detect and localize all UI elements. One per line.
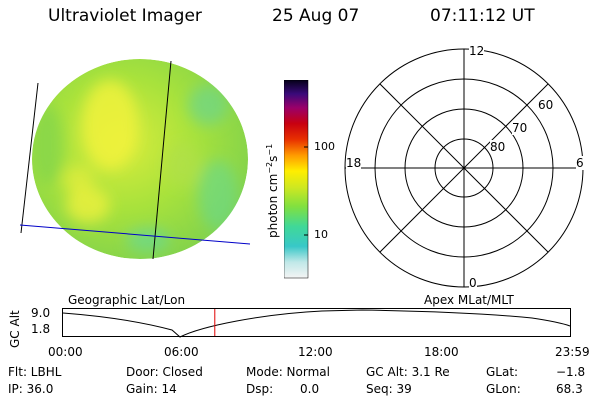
- altitude-y-bottom: 1.8: [31, 322, 51, 336]
- geographic-label: Geographic Lat/Lon: [68, 293, 186, 307]
- apex-label: Apex MLat/MLT: [424, 293, 514, 307]
- altitude-y-top: 9.0: [31, 306, 51, 320]
- color-scale-bar: [284, 80, 309, 279]
- geo-line-left: [20, 82, 39, 234]
- uv-image: [19, 59, 251, 260]
- polar-plot: [344, 48, 584, 288]
- info-gain: Gain: 14: [126, 382, 177, 396]
- header-date: 25 Aug 07: [272, 6, 360, 26]
- info-dsp-value: 0.0: [300, 382, 320, 396]
- time-tick-0000: 00:00: [48, 345, 83, 359]
- colorbar-label: photon cm−2s−1: [265, 143, 280, 238]
- app-title: Ultraviolet Imager: [48, 6, 202, 26]
- header-time: 07:11:12 UT: [430, 6, 535, 26]
- info-door: Door: Closed: [126, 365, 203, 379]
- colorbar-tick-10: 10: [314, 228, 328, 241]
- info-seq: Seq: 39: [366, 382, 412, 396]
- polar-label-18: 18: [346, 156, 362, 170]
- info-gc-alt: GC Alt: 3.1 Re: [366, 365, 450, 379]
- info-mode: Mode: Normal: [246, 365, 330, 379]
- time-tick-1200: 12:00: [298, 345, 333, 359]
- info-glon-label: GLon:: [486, 382, 521, 396]
- altitude-axis-label: GC Alt: [8, 310, 22, 348]
- info-flt: Flt: LBHL: [8, 365, 62, 379]
- time-tick-0600: 06:00: [164, 345, 199, 359]
- altitude-curve: [62, 309, 571, 338]
- polar-label-70: 70: [512, 121, 528, 135]
- info-glat-value: −1.8: [556, 365, 586, 379]
- polar-label-60: 60: [538, 98, 554, 112]
- altitude-plot: [62, 308, 571, 338]
- polar-label-6: 6: [576, 156, 584, 170]
- polar-label-80: 80: [490, 140, 506, 154]
- time-tick-1800: 18:00: [424, 345, 459, 359]
- colorbar-tick-100: 100: [314, 140, 335, 153]
- time-tick-2359: 23:59: [555, 345, 590, 359]
- geo-line-right: [152, 60, 172, 260]
- polar-label-0: 0: [469, 276, 477, 290]
- info-ip: IP: 36.0: [8, 382, 54, 396]
- info-dsp-label: Dsp:: [246, 382, 274, 396]
- info-glon-value: 68.3: [556, 382, 583, 396]
- polar-label-12: 12: [469, 44, 485, 58]
- info-glat-label: GLat:: [486, 365, 519, 379]
- geo-line-equator: [19, 224, 251, 245]
